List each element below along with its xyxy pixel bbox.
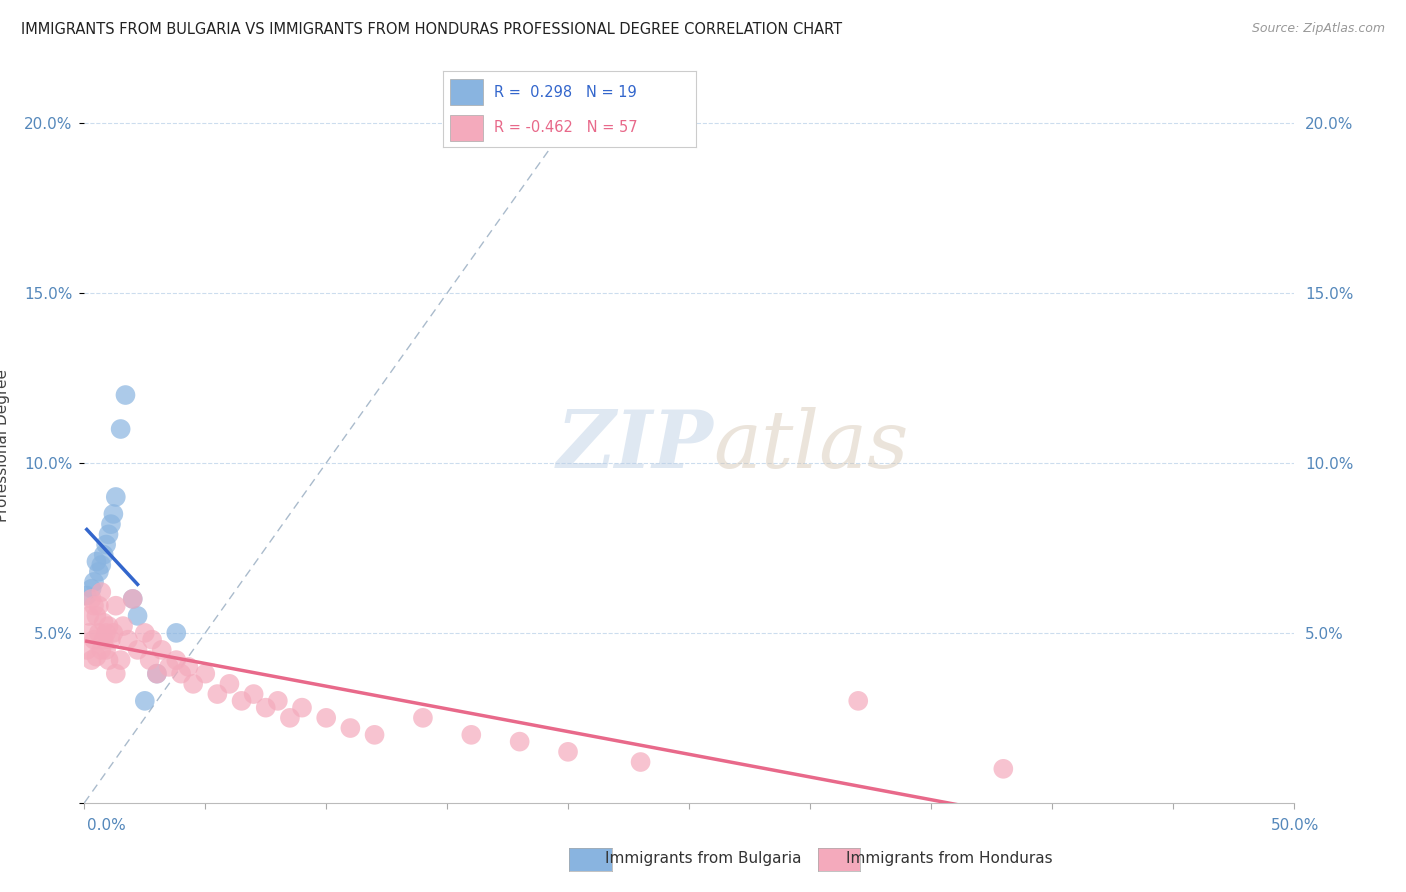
Point (146, 666, 169, 681)
Point (138, 653, 160, 667)
Point (170, 666, 193, 681)
Point (231, 694, 253, 708)
Point (87, 626, 110, 640)
Point (80, 591, 103, 606)
Point (76, 589, 98, 603)
Point (993, 762, 1015, 776)
Point (315, 711, 337, 725)
Point (121, 591, 143, 606)
Point (97, 619, 120, 633)
Point (141, 632, 163, 647)
Point (630, 755, 652, 769)
Point (87, 599, 110, 613)
Point (86, 608, 108, 623)
Point (83, 632, 105, 647)
Point (460, 728, 482, 742)
Point (557, 745, 579, 759)
Point (134, 626, 156, 640)
Text: R =  0.298   N = 19: R = 0.298 N = 19 (494, 85, 637, 100)
Point (77, 608, 100, 623)
Point (509, 734, 531, 748)
Point (100, 517, 122, 532)
Point (846, 694, 869, 708)
Point (114, 388, 136, 402)
Text: ZIP: ZIP (557, 408, 713, 484)
Point (242, 687, 264, 701)
Point (177, 660, 200, 674)
Point (94, 537, 117, 551)
Point (412, 711, 434, 725)
Bar (450, 79, 484, 105)
Point (218, 677, 240, 691)
Text: Source: ZipAtlas.com: Source: ZipAtlas.com (1251, 22, 1385, 36)
Point (93, 632, 115, 647)
Point (83, 599, 105, 613)
Text: 0.0%: 0.0% (87, 818, 127, 832)
Point (165, 653, 187, 667)
Point (94, 626, 117, 640)
Point (97, 653, 120, 667)
Point (86, 555, 108, 569)
Point (157, 660, 180, 674)
Point (76, 643, 98, 657)
Point (127, 608, 149, 623)
Point (194, 666, 217, 681)
Point (80, 582, 103, 596)
Point (254, 700, 277, 714)
Point (103, 626, 125, 640)
Point (94, 643, 117, 657)
Point (181, 677, 204, 691)
Point (165, 626, 187, 640)
Point (100, 632, 122, 647)
Point (97, 527, 120, 541)
Point (90, 558, 112, 572)
Point (267, 694, 290, 708)
Point (150, 643, 173, 657)
Point (104, 666, 127, 681)
Point (291, 700, 314, 714)
Point (93, 615, 115, 630)
Text: Immigrants from Honduras: Immigrants from Honduras (846, 851, 1052, 865)
Point (146, 666, 169, 681)
Point (77, 626, 100, 640)
Text: IMMIGRANTS FROM BULGARIA VS IMMIGRANTS FROM HONDURAS PROFESSIONAL DEGREE CORRELA: IMMIGRANTS FROM BULGARIA VS IMMIGRANTS F… (21, 22, 842, 37)
Point (127, 643, 149, 657)
Point (110, 653, 132, 667)
Point (339, 721, 361, 735)
Point (104, 490, 127, 504)
Point (104, 599, 127, 613)
Text: atlas: atlas (713, 408, 908, 484)
Point (363, 728, 385, 742)
Point (112, 619, 135, 633)
Point (207, 687, 229, 701)
Point (90, 585, 112, 599)
Point (86, 649, 108, 664)
Bar (450, 114, 484, 141)
Point (110, 422, 132, 436)
Point (80, 653, 103, 667)
Point (83, 574, 105, 589)
Text: R = -0.462   N = 57: R = -0.462 N = 57 (494, 120, 637, 136)
Text: Immigrants from Bulgaria: Immigrants from Bulgaria (605, 851, 801, 865)
Point (87, 565, 110, 579)
Point (117, 632, 139, 647)
Y-axis label: Professional Degree: Professional Degree (0, 369, 10, 523)
Point (90, 643, 112, 657)
Point (93, 548, 115, 562)
Point (121, 591, 143, 606)
Text: 50.0%: 50.0% (1271, 818, 1319, 832)
Point (278, 711, 301, 725)
Point (134, 694, 156, 708)
Point (103, 507, 125, 521)
